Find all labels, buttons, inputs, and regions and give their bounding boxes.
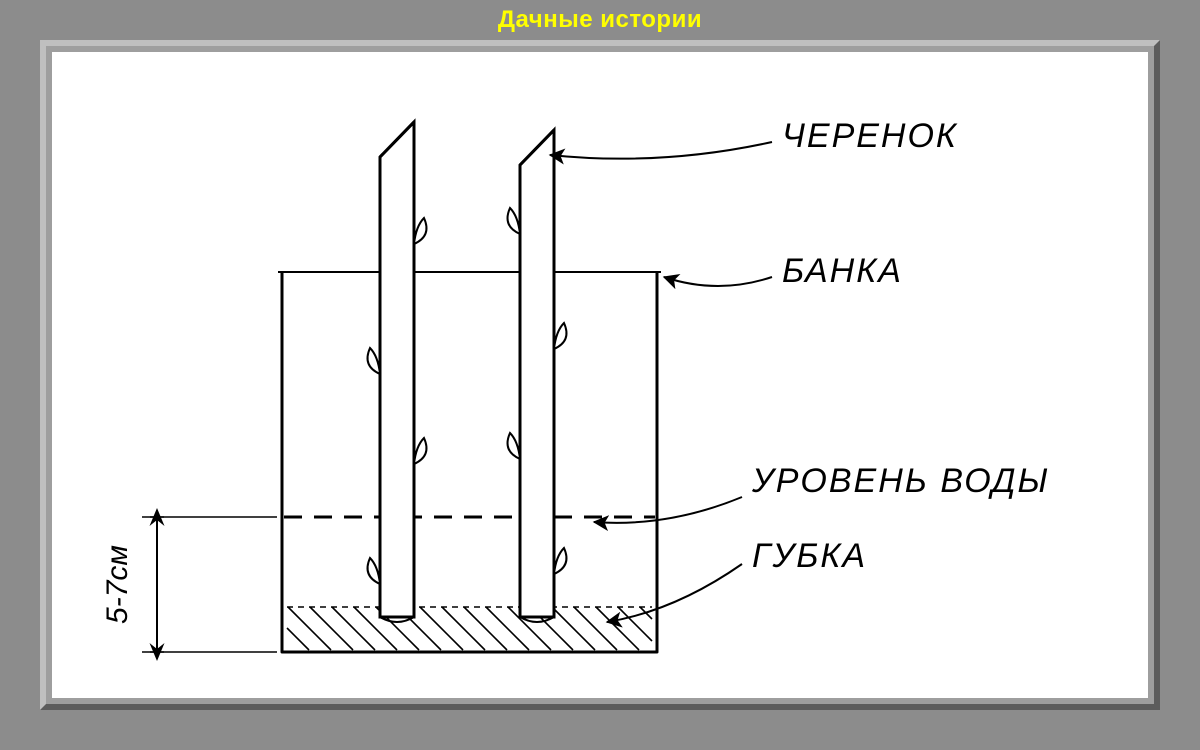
diagram-canvas: ЧЕРЕНОК БАНКА УРОВЕНЬ ВОДЫ ГУБКА 5-7см [52, 52, 1148, 698]
diagram-svg: ЧЕРЕНОК БАНКА УРОВЕНЬ ВОДЫ ГУБКА 5-7см [52, 52, 1148, 698]
callout-label-water-level: УРОВЕНЬ ВОДЫ [751, 462, 1050, 500]
sponge-hatch [287, 607, 652, 650]
dim-label: 5-7см [101, 545, 134, 624]
callout-label-jar: БАНКА [782, 252, 903, 290]
page-title: Дачные истории [0, 6, 1200, 34]
callout-label-cutting: ЧЕРЕНОК [782, 117, 958, 155]
cutting [508, 130, 567, 622]
callout-arrow-jar [664, 277, 772, 286]
outer-frame: Дачные истории ЧЕРЕНОК БАНКА УРОВЕНЬ ВОДЫ Г… [0, 0, 1200, 750]
callout-arrow-water-level [594, 497, 742, 523]
cutting [368, 122, 427, 622]
callout-arrow-cutting [550, 142, 772, 159]
jar-outline [282, 272, 657, 652]
bevel-frame: ЧЕРЕНОК БАНКА УРОВЕНЬ ВОДЫ ГУБКА 5-7см [40, 40, 1160, 710]
callout-label-sponge: ГУБКА [752, 537, 867, 575]
callout-arrow-sponge [607, 564, 742, 622]
